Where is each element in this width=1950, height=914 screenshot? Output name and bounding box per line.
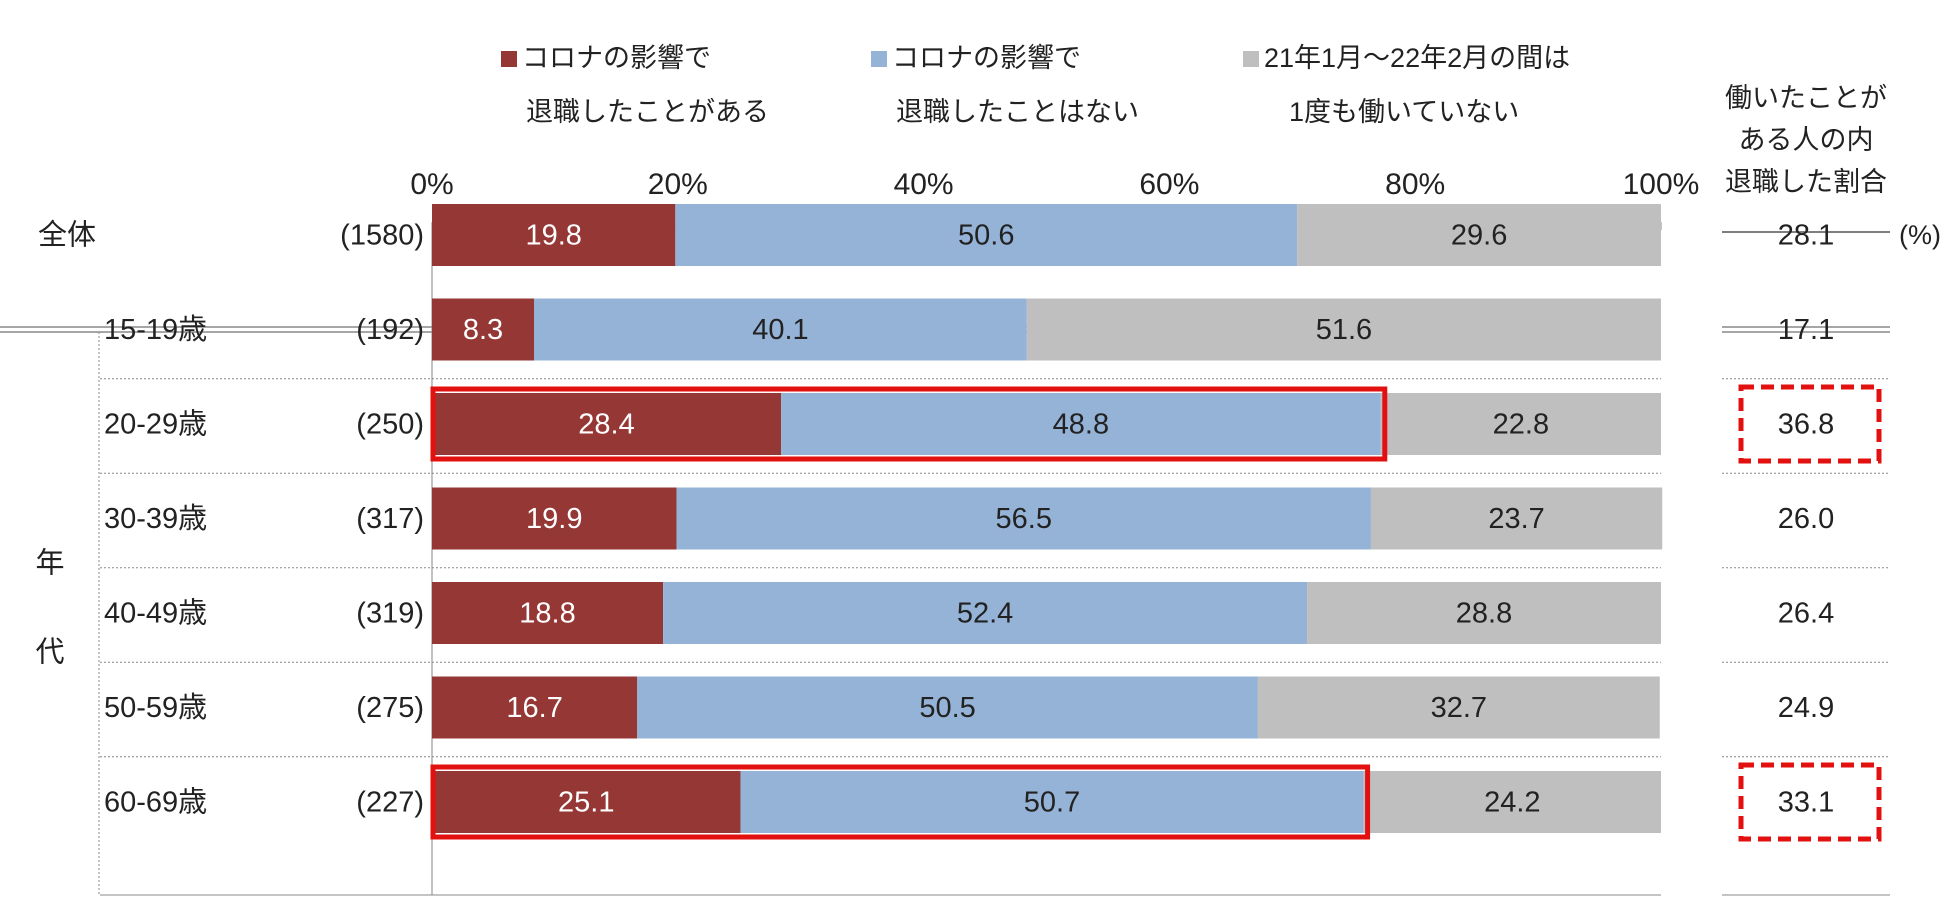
x-axis: 0% 20% 40% 60% 80% 100% <box>410 168 1699 895</box>
data-label: 52.4 <box>957 598 1013 630</box>
age-label: 30-39歳 <box>104 502 207 535</box>
sample-size: (317) <box>356 503 424 535</box>
bar-segment <box>432 676 638 739</box>
header-line: 働いたことが <box>1725 83 1887 113</box>
bar-segment <box>637 676 1258 739</box>
header-line: ある人の内 <box>1739 125 1874 155</box>
data-label: 28.8 <box>1456 598 1512 630</box>
sample-size: (275) <box>356 692 424 724</box>
legend-swatch <box>501 51 517 67</box>
bar-segment <box>1257 676 1660 739</box>
x-tick-label: 100% <box>1623 168 1700 201</box>
bar-segment <box>1380 393 1661 455</box>
sample-size: (319) <box>356 598 424 630</box>
bar-segment <box>432 393 782 455</box>
legend-label: 退職したことはない <box>896 97 1139 127</box>
legend-swatch <box>1243 51 1259 67</box>
age-label: 60-69歳 <box>104 786 207 819</box>
bar-segment <box>663 582 1308 644</box>
data-label: 8.3 <box>463 314 503 346</box>
header-line: 退職した割合 <box>1725 167 1887 197</box>
data-label: 23.7 <box>1488 503 1544 535</box>
bar-segment <box>432 204 676 266</box>
unit-note: (%) <box>1899 220 1941 250</box>
x-tick-label: 0% <box>410 168 453 201</box>
data-label: 48.8 <box>1053 409 1109 441</box>
data-label: 50.6 <box>958 220 1014 252</box>
legend-label: コロナの影響で <box>522 43 711 73</box>
bar-segment <box>1297 204 1661 266</box>
data-label: 19.8 <box>525 220 581 252</box>
data-label: 16.7 <box>506 692 562 724</box>
data-label: 25.1 <box>558 787 614 819</box>
x-tick-label: 20% <box>648 168 708 201</box>
sample-size: (250) <box>356 409 424 441</box>
highlight-box <box>430 386 1388 462</box>
ratio-value: 17.1 <box>1778 314 1834 346</box>
data-label: 22.8 <box>1493 409 1549 441</box>
right-values: 28.1 17.1 36.8 26.0 26.4 24.9 33.1 (%) <box>1778 220 1941 819</box>
highlight-dashed-box <box>1738 762 1882 842</box>
bar-segment <box>1307 582 1661 644</box>
sample-size: (192) <box>356 314 424 346</box>
legend-label: 1度も働いていない <box>1289 97 1519 127</box>
data-label: 56.5 <box>996 503 1052 535</box>
group-label: 年 <box>35 547 64 580</box>
data-label: 32.7 <box>1431 692 1487 724</box>
bar-segment <box>534 298 1027 361</box>
legend-label: 退職したことがある <box>526 97 769 127</box>
data-label: 50.7 <box>1024 787 1080 819</box>
data-label: 18.8 <box>519 598 575 630</box>
ratio-value: 24.9 <box>1778 692 1834 724</box>
bar-segment <box>1026 298 1661 361</box>
age-label: 15-19歳 <box>104 313 207 346</box>
bar-segment <box>1363 771 1661 833</box>
data-label: 19.9 <box>526 503 582 535</box>
bar-segment <box>432 298 535 361</box>
bar-segment <box>781 393 1381 455</box>
bar-segment <box>676 487 1371 550</box>
highlight-boxes <box>430 384 1882 842</box>
ratio-value: 26.0 <box>1778 503 1834 535</box>
age-label: 40-49歳 <box>104 597 207 630</box>
bar-segment <box>675 204 1298 266</box>
legend-label: 21年1月～22年2月の間は <box>1264 43 1570 73</box>
data-label: 50.5 <box>919 692 975 724</box>
sample-size: (1580) <box>340 220 424 252</box>
ratio-value: 28.1 <box>1778 220 1834 252</box>
data-label: 40.1 <box>752 314 808 346</box>
bar-segment <box>432 771 741 833</box>
bar-segment <box>432 487 677 550</box>
group-label: 代 <box>35 637 64 669</box>
bar-segment <box>740 771 1364 833</box>
sample-size: (227) <box>356 787 424 819</box>
highlight-box <box>430 764 1371 840</box>
x-tick-label: 60% <box>1139 168 1199 201</box>
x-tick-label: 40% <box>894 168 954 201</box>
legend-label: コロナの影響で <box>892 43 1081 73</box>
age-label: 50-59歳 <box>104 691 207 724</box>
data-label: 28.4 <box>578 409 634 441</box>
highlight-dashed-box <box>1738 384 1882 464</box>
x-tick-label: 80% <box>1385 168 1445 201</box>
ratio-value: 26.4 <box>1778 598 1834 630</box>
total-label: 全体 <box>38 219 96 252</box>
data-label: 29.6 <box>1451 220 1507 252</box>
ratio-value: 36.8 <box>1778 409 1834 441</box>
age-label: 20-29歳 <box>104 408 207 441</box>
row-labels: 全体 (1580) 15-19歳 (192) 20-29歳 (250) 30-39歳 (317… <box>35 219 424 819</box>
data-label: 24.2 <box>1484 787 1540 819</box>
bars: 19.8 50.6 29.6 8.3 40.1 51.6 28.4 48.8 22.8 19.9 5… <box>432 204 1663 833</box>
data-label: 51.6 <box>1316 314 1372 346</box>
bar-segment <box>432 582 664 644</box>
ratio-value: 33.1 <box>1778 787 1834 819</box>
legend-swatch <box>871 51 887 67</box>
bar-segment <box>1370 487 1663 550</box>
